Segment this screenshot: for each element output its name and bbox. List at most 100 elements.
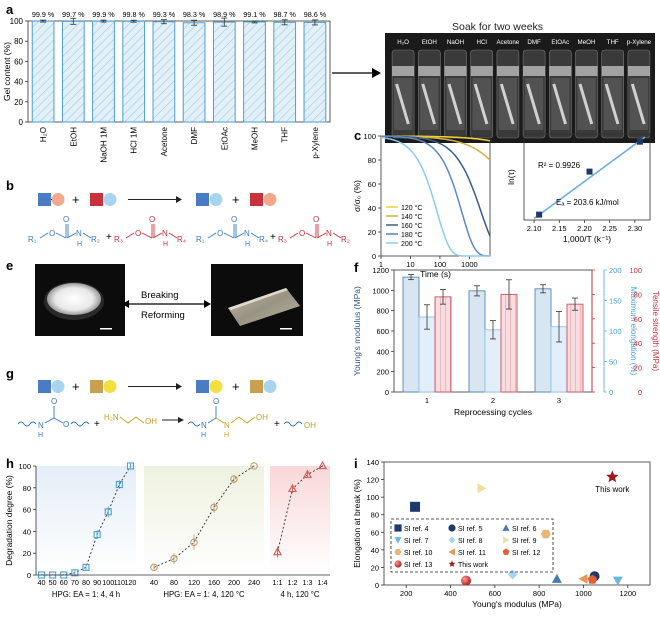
plus-sign: + [94,419,100,430]
atom-H: H [77,241,82,248]
y-tick-label: 40 [23,527,31,536]
panel-label-c: c [354,128,361,143]
y-axis-title: Elongation at break (%) [352,479,362,568]
x-tick-label: 90 [93,578,101,587]
x-tick-label: 70 [71,578,79,587]
x-tick-label: 120 [124,578,136,587]
gel-bar [122,20,146,123]
atom-O: O [63,420,69,429]
vial-band [523,66,546,76]
atom-H: H [163,241,168,248]
mid-tick-label: 50 [609,358,617,367]
bond [168,232,178,239]
x-axis-title: Young's modulus (MPa) [472,599,562,609]
y-tick-label: 100 [10,17,24,26]
soak-photo-title: Soak for two weeks [452,21,543,33]
mid-tick-label: 150 [609,297,622,306]
vial-band [627,66,650,76]
gel-strip [421,83,436,125]
bond [289,232,299,239]
arrow-to-photo [332,68,381,78]
bond [44,417,55,424]
y-tick-label: 20 [23,549,31,558]
photo-e-powder [35,264,125,336]
relaxation-curve [380,136,490,257]
x-tick-label: 800 [533,589,546,598]
polymer-chain [17,421,37,427]
plus-b2: + [232,192,240,207]
polymer-chain [70,421,90,427]
bond [66,232,77,239]
y-tick-label: 0 [375,581,379,590]
data-point [250,462,258,470]
gel-strip [552,83,567,125]
bond [223,232,235,239]
cycle-bar [566,303,584,393]
bond [53,417,64,424]
cycle-bar [434,296,452,393]
atom-O: O [49,229,55,238]
vial-label: DMF [527,39,541,46]
scatter-marker [606,470,619,483]
plot-frame [523,133,651,221]
amine-label: H₂N [104,413,119,422]
bond [234,232,245,239]
x-tick-label: THF [281,127,290,143]
value-label: 99.3 % [153,10,176,19]
atom-H: H [38,432,43,439]
arrhenius-plot: 2.10 2.15 2.20 2.25 2.30 1,000/T (k⁻¹) ln(τ) R²… [506,133,651,244]
blue-circle-icon [103,193,117,206]
x-tick-label: Acetone [160,126,169,156]
x-tick-label: p-Xylene [311,126,320,158]
vial-band [392,66,415,76]
gel-content-bar-chart: 0 20 40 60 80 100 Gel content (%) 99.9 % H₂O 99.7… [2,10,331,163]
breaking-label: Breaking [141,290,179,301]
r-group: R₃ [114,235,123,244]
legend-label: SI ref. 8 [458,538,483,545]
plot-frame [27,20,331,123]
value-label: 98.3 % [183,10,206,19]
bond [215,417,225,424]
legend-label: SI ref. 5 [458,526,483,533]
section-background [36,466,136,575]
value-label: 98.6 % [304,10,327,19]
bond [250,232,260,239]
data-point [317,460,328,470]
x-tick-label: DMF [190,127,199,144]
y-tick-label: 60 [368,180,376,189]
data-point [170,554,178,563]
x-tick-label: 1200 [619,589,636,598]
data-point [126,462,134,470]
section-footer: HPG: EA = 1: 4, 4 h [52,590,120,599]
legend-label: SI ref. 13 [404,562,433,569]
y-axis-title: ln(τ) [506,169,516,185]
vial-label: p-Xylene [627,39,652,46]
y-tick-label: 40 [368,204,376,213]
legend-label: SI ref. 4 [404,526,429,533]
data-point [210,503,218,512]
value-label: 99.1 % [243,10,266,19]
bond [230,416,256,424]
atom-N: N [38,421,44,430]
hydroxyl-label: OH [304,421,316,430]
vial-band [549,66,572,76]
right-tick-label: 0 [638,388,642,397]
right-tick-label: 60 [634,315,642,324]
r-group: R₁ [196,235,205,244]
data-point [115,480,123,489]
legend-label: 160 °C [401,222,422,230]
y-tick-label: 400 [376,347,389,356]
x-tick-label: 160 [208,578,220,587]
y-tick-label: 120 [366,476,379,485]
r-group: R₄ [177,235,186,244]
peach-circle-icon [263,193,277,206]
bond [125,232,135,239]
x-tick-label: HCl 1M [130,127,139,154]
x-tick-label: 40 [150,578,158,587]
x-tick-label: 2.15 [552,224,567,233]
x-tick-label: 1 [379,260,383,269]
gel-bar [152,21,176,123]
